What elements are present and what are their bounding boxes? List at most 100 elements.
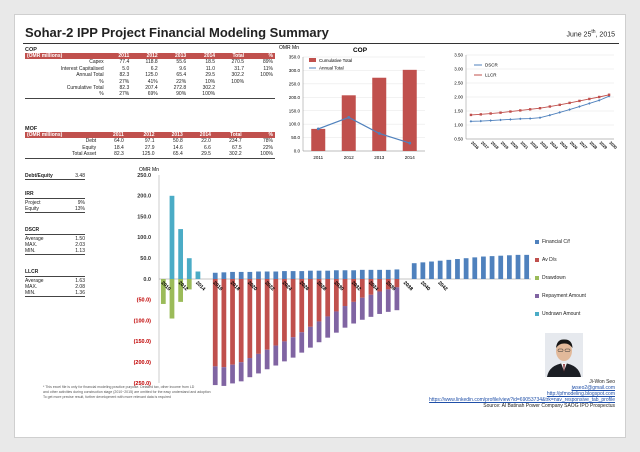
dscr-point [489,119,492,122]
debt-equity-label: Debt/Equity [25,173,53,179]
cash-flow-bar [299,332,305,353]
cash-flow-bar [256,353,261,374]
dscr-point [499,118,502,122]
llcr-point [568,101,571,105]
table-cell: 11% [263,65,273,72]
table-cell: 11.0 [205,65,216,72]
author-email-link[interactable]: jwseo2@gmail.com [571,385,615,391]
table-cell: 89% [262,59,273,66]
ratio-value: 9% [77,200,85,206]
table-cell: 302.2 [231,72,245,79]
cash-flow-bar [377,291,382,314]
x-tick-label: 2024 [549,140,559,150]
author-photo [545,333,583,377]
cash-flow-bar [368,279,374,295]
annual-total-line [318,116,410,144]
legend-swatch [535,294,539,298]
annual-total-point [408,141,412,145]
table-cell: 100% [188,91,218,99]
cash-flow-bar [437,260,443,279]
cash-flow-bar [290,279,296,338]
unit-cell: (OMR millions) [25,132,99,139]
cumulative-bar [311,128,326,151]
row-label: Cumulative Total [66,85,104,92]
table-cell: 50.8 [173,138,183,145]
ratio-row: MIN. 1.36 [25,290,85,296]
cash-flow-bar [308,279,313,327]
cash-flow-bar [238,362,244,382]
llcr-point [578,99,581,103]
cash-flow-bar [316,321,322,343]
ratio-box-title: IRR [25,191,85,199]
y-tick-label: 150.0 [137,214,151,220]
table-cell: 234.7 [229,138,242,145]
cash-flow-bar [359,297,365,320]
ratio-row: Equity 13% [25,206,85,212]
cash-flow-bar [351,270,357,279]
table-header-row: (OMR millions) 2011 2012 2013 2014 Total% [25,53,275,60]
column-header: 2011 [105,53,132,60]
table-cell: 22% [262,144,273,151]
page-title: Sohar-2 IPP Project Financial Modeling S… [25,25,329,40]
column-header: % [243,132,275,139]
y-axis-label: OMR Mn [139,167,159,173]
cash-flow-bar [342,270,348,279]
author-blog-link[interactable]: http://pfmodeling.blogspot.com [546,391,615,397]
cash-flow-bar [186,279,192,290]
cash-flow-bar [178,279,184,302]
table-cell: 82.3 [98,151,126,159]
table-cell: 6.2 [150,65,158,72]
table-row: Debt 64.0 97.1 50.8 22.0 234.7 78% [25,138,275,144]
ratio-label: Average [25,236,44,242]
cash-flow-bar [316,279,322,322]
debt-equity-value: 3.48 [75,173,85,179]
table-cell: 29.5 [184,151,213,159]
ratio-label: Project [25,200,41,206]
column-header: % [246,53,275,60]
x-tick-label: 2040 [419,280,431,292]
author-linkedin-link[interactable]: https://www.linkedin.com/profile/view?id… [429,397,615,403]
disclaimer-line-1: * This excel file is only for financial … [43,385,195,389]
ratio-value: 2.03 [75,242,85,248]
table-row: % 27% 41% 22% 10% 100% [25,79,275,85]
x-tick-label: 2011 [313,155,323,160]
y-tick-label: 100.0 [137,235,151,241]
cash-flow-bar [290,271,296,279]
table-cell: 22% [176,78,187,85]
cash-flow-bar [377,279,382,292]
row-label: Total Asset [25,151,99,159]
llcr-point [528,108,532,111]
cash-flow-bar [394,269,400,279]
ratio-label: MIN. [25,290,36,296]
table-row: Capex 77.4 118.8 55.6 18.5 270.5 89% [25,59,275,65]
y-tick-label: (50.0) [137,298,152,304]
cop-table: (OMR millions) 2011 2012 2013 2014 Total% Cape… [25,53,275,99]
dscr-point [509,118,512,121]
cash-flow-bar [325,279,331,317]
table-cell: 10% [205,78,216,85]
y-tick-label: 2.00 [454,95,463,100]
column-header: Total [212,132,244,139]
x-tick-label: 2019 [500,140,510,150]
cash-flow-bar [221,367,227,386]
x-tick-label: 2025 [559,140,569,150]
y-tick-label: 1.00 [454,123,463,128]
dscr-point [578,105,581,108]
ratio-row: Average 1.63 [25,278,85,284]
x-tick-label: 2023 [539,140,549,150]
column-header: Total [217,53,247,60]
llcr-point [598,95,601,99]
cash-flow-bar [385,279,391,290]
x-tick-label: 2018 [490,140,500,150]
table-cell: 82.3 [119,72,130,79]
table-cell: 14.6 [173,144,183,151]
legend-swatch [309,58,316,62]
ratio-row: MIN. 1.13 [25,248,85,254]
cop-chart: COP OMR Mn 0.0 50.0 100.0 150.0 200.0 250.0 300.… [279,45,425,160]
row-label: Capex [89,59,104,66]
llcr-point [558,103,561,107]
cash-flow-bar [316,270,322,279]
ratio-box-title: LLCR [25,269,85,277]
cash-flow-bar [515,254,521,279]
table-cell: 69% [131,91,160,99]
